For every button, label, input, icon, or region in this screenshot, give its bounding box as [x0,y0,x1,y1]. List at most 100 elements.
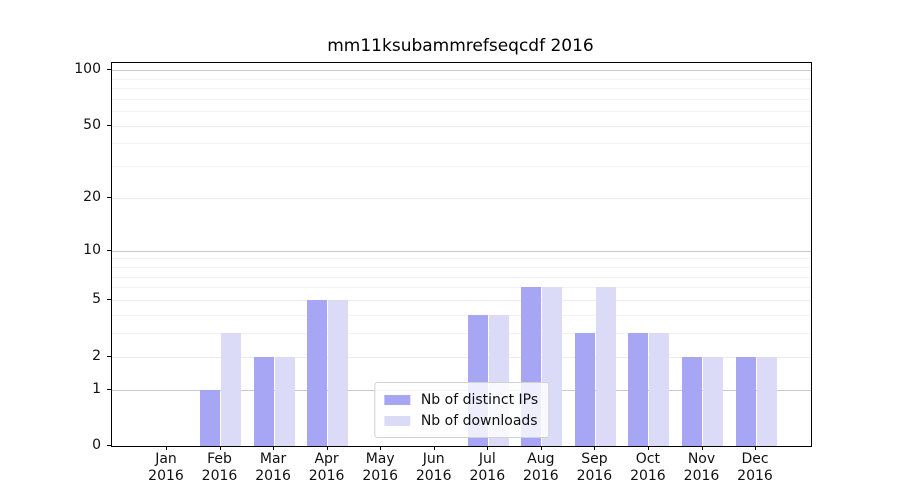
x-tick-label: Nov 2016 [670,451,734,485]
x-tick-year: 2016 [201,468,238,484]
bar-distinct-ips-mar [254,356,274,446]
x-tick-mark [273,446,275,450]
legend-item: Nb of distinct IPs [383,389,539,410]
x-tick-mark [166,446,167,450]
minor-gridline [112,143,811,145]
x-tick-month: Oct [635,451,660,467]
x-tick-label: Apr 2016 [295,451,359,485]
x-tick-year: 2016 [148,468,184,484]
x-tick-mark [647,446,649,450]
major-gridline [112,70,811,71]
y-tick-label: 2 [92,347,101,364]
minor-gridline [112,166,811,168]
x-tick-label: May 2016 [348,451,412,485]
x-tick-label: Dec 2016 [723,451,787,485]
x-tick-year: 2016 [683,468,720,484]
x-tick-label: Feb 2016 [188,451,252,485]
x-tick-month: Jul [478,451,496,467]
major-gridline [112,300,811,301]
x-tick-mark [380,446,382,450]
x-tick-month: Sep [581,451,608,467]
legend-label: Nb of distinct IPs [420,391,539,408]
x-tick-year: 2016 [469,468,506,484]
y-tick-mark [107,124,111,126]
x-tick-mark [701,446,703,450]
x-tick-mark [219,446,221,450]
y-tick-label: 10 [83,241,101,258]
legend-item: Nb of downloads [383,410,538,431]
y-tick-label: 0 [92,437,101,453]
x-tick-label: Sep 2016 [562,451,626,485]
x-tick-label: Mar 2016 [241,451,305,485]
y-tick-mark [107,299,111,300]
x-tick-mark [540,446,542,450]
y-tick-label: 100 [74,61,101,77]
bar-distinct-ips-dec [736,356,756,446]
x-tick-year: 2016 [737,468,773,484]
x-tick-label: Aug 2016 [509,451,573,485]
minor-gridline [112,258,811,260]
bar-downloads-nov [703,356,723,446]
x-tick-month: Nov [687,451,716,467]
x-tick-year: 2016 [522,468,559,484]
x-tick-year: 2016 [415,468,452,484]
y-tick-mark [107,388,111,390]
y-tick-mark [107,196,111,198]
x-tick-month: Dec [741,451,769,467]
y-tick-mark [107,249,111,251]
minor-gridline [112,78,811,80]
x-tick-mark [433,446,435,450]
minor-gridline [112,333,811,334]
x-tick-mark [487,446,489,450]
x-tick-month: Jun [422,451,445,467]
bar-downloads-dec [757,356,777,446]
x-tick-year: 2016 [630,468,666,484]
x-tick-year: 2016 [362,468,398,484]
y-tick-mark [107,69,111,70]
x-tick-month: Apr [314,451,339,467]
minor-gridline [112,111,811,112]
x-tick-mark [326,446,328,450]
bar-distinct-ips-nov [682,356,702,446]
bar-distinct-ips-oct [628,333,648,446]
y-tick-label: 20 [83,188,101,205]
major-gridline [112,125,811,127]
x-tick-month: Aug [527,451,555,467]
legend-swatch [383,394,410,405]
x-tick-year: 2016 [255,468,291,484]
bar-distinct-ips-apr [307,300,327,446]
x-tick-label: Jun 2016 [402,451,466,485]
bar-downloads-mar [275,356,295,446]
minor-gridline [112,267,811,268]
y-tick-label: 50 [83,116,101,133]
y-tick-label: 1 [92,380,101,397]
y-tick-mark [107,445,111,446]
plot-area: Nb of distinct IPs Nb of downloads [111,62,812,447]
major-gridline [112,356,811,358]
minor-gridline [112,287,811,289]
x-tick-month: Mar [259,451,287,467]
bar-distinct-ips-sep [575,333,595,446]
x-tick-label: Jul 2016 [455,451,519,485]
x-tick-label: Oct 2016 [616,451,680,485]
x-tick-month: May [365,451,395,467]
bar-distinct-ips-feb [200,389,220,446]
bar-downloads-apr [328,300,348,446]
minor-gridline [112,98,811,100]
legend-label: Nb of downloads [420,412,538,429]
x-tick-month: Feb [207,451,232,467]
x-tick-month: Jan [155,451,177,467]
bar-downloads-sep [596,287,616,446]
bar-downloads-feb [221,333,241,446]
minor-gridline [112,314,811,316]
major-gridline [112,250,811,252]
bar-downloads-oct [649,333,669,446]
x-tick-year: 2016 [576,468,613,484]
chart-title: mm11ksubammrefseqcdf 2016 [327,36,594,56]
legend: Nb of distinct IPs Nb of downloads [373,382,550,438]
minor-gridline [112,87,811,89]
y-tick-mark [107,355,111,357]
legend-swatch [383,415,410,426]
x-tick-label: Jan 2016 [134,451,198,485]
x-tick-year: 2016 [308,468,345,484]
